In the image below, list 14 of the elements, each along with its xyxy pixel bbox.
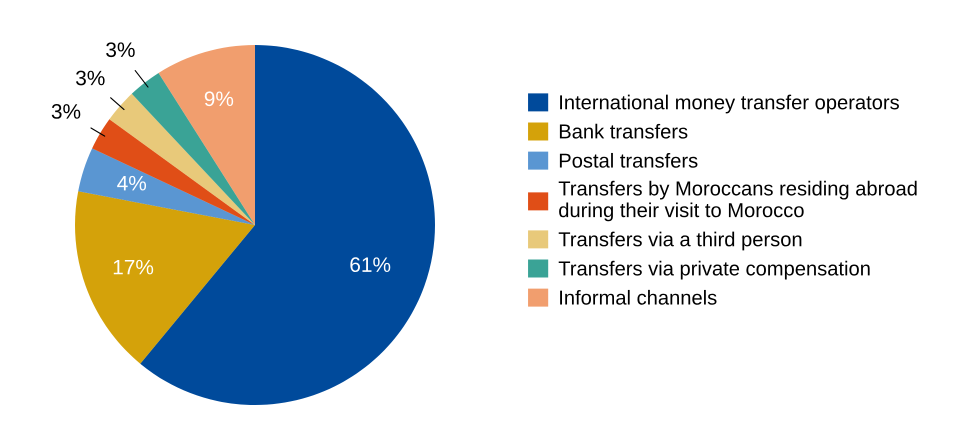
legend-label: Bank transfers xyxy=(560,124,688,139)
data-label: 9% xyxy=(204,91,234,106)
data-label: 61% xyxy=(350,257,390,272)
legend-label: Transfers by Moroccans residing abroad during their visit to Morocco xyxy=(558,180,917,222)
legend-label: Postal transfers xyxy=(560,152,698,168)
legend-label: Informal channels xyxy=(560,290,716,305)
data-label: 3% xyxy=(106,42,135,58)
data-label: 3% xyxy=(52,104,80,119)
data-label: 17% xyxy=(114,260,154,274)
data-label: 3% xyxy=(76,70,105,86)
legend-label: Transfers via private compensation xyxy=(558,260,870,280)
legend-label: International money transfer operators xyxy=(560,94,899,114)
data-label: 4% xyxy=(117,176,146,190)
legend-label: Transfers via a third person xyxy=(558,232,802,250)
